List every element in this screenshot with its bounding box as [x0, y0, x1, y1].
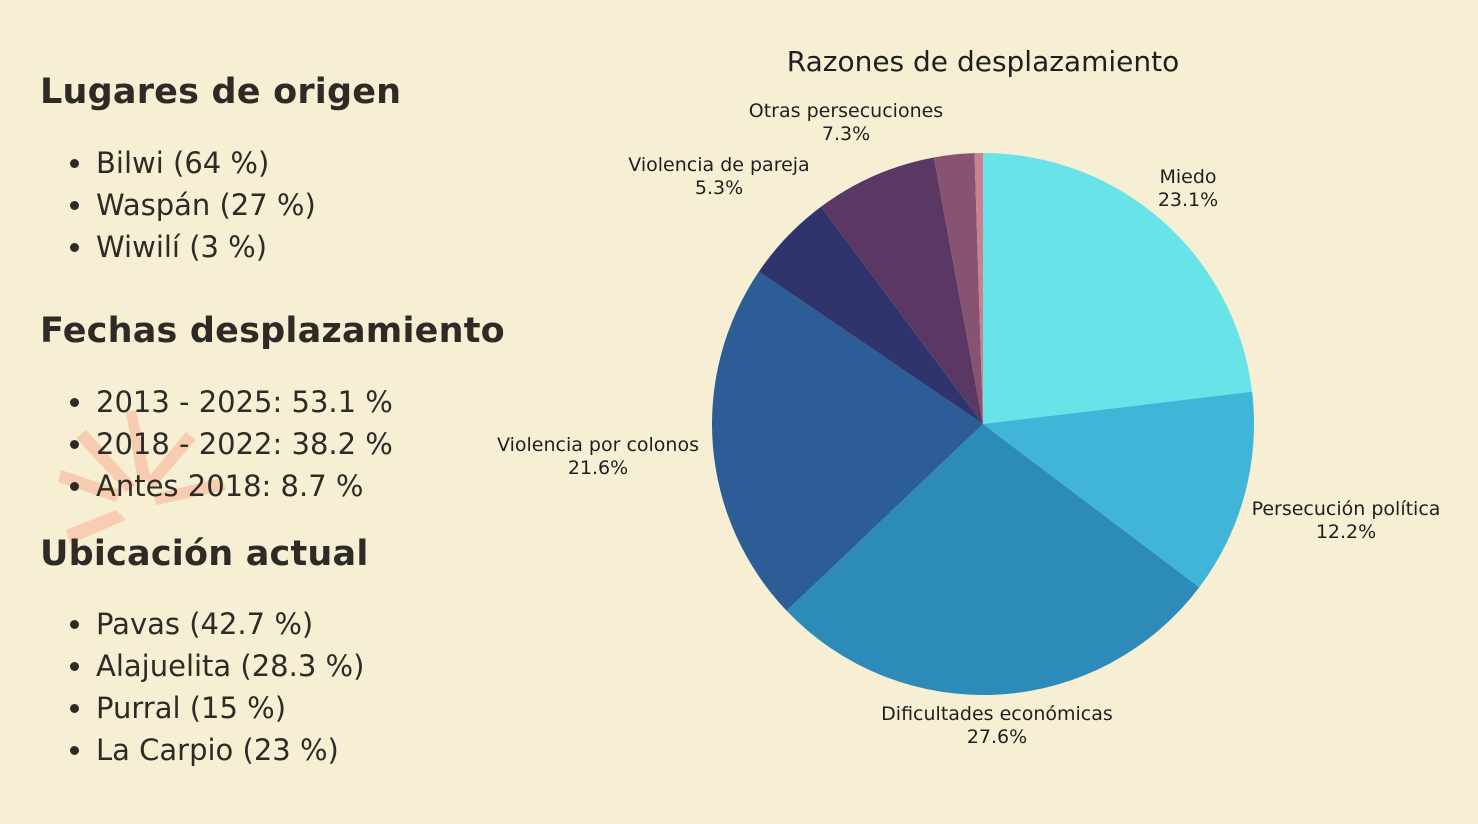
- slice-percent-label: 12.2%: [1316, 521, 1376, 543]
- left-panel: Lugares de origen Bilwi (64 %) Waspán (2…: [0, 0, 560, 824]
- slice-label: Dificultades económicas: [881, 703, 1113, 725]
- dates-list: 2013 - 2025: 53.1 % 2018 - 2022: 38.2 % …: [62, 381, 393, 507]
- list-item: La Carpio (23 %): [62, 729, 364, 771]
- slice-percent-label: 7.3%: [822, 123, 870, 145]
- slice-percent-label: 27.6%: [967, 726, 1027, 748]
- slice-percent-label: 5.3%: [695, 177, 743, 199]
- slice-label: Persecución política: [1252, 498, 1441, 520]
- pie-slices: [712, 153, 1254, 695]
- origin-title: Lugares de origen: [40, 72, 402, 112]
- slice-percent-label: 23.1%: [1158, 189, 1218, 211]
- pie-slice: [820, 157, 983, 425]
- chart-title: Razones de desplazamiento: [787, 45, 1179, 78]
- list-item: Bilwi (64 %): [62, 142, 316, 184]
- pie-slice: [983, 153, 1253, 424]
- list-item: Pavas (42.7 %): [62, 603, 364, 645]
- origin-list: Bilwi (64 %) Waspán (27 %) Wiwilí (3 %): [62, 142, 316, 268]
- list-item: 2018 - 2022: 38.2 %: [62, 423, 393, 465]
- pie-slice: [712, 271, 983, 611]
- slice-label: Otras persecuciones: [749, 100, 943, 122]
- location-list: Pavas (42.7 %) Alajuelita (28.3 %) Purra…: [62, 603, 364, 771]
- list-item: Purral (15 %): [62, 687, 364, 729]
- starburst-decoration: [58, 410, 226, 544]
- slice-label: Violencia de pareja: [628, 154, 809, 176]
- dates-title: Fechas desplazamiento: [40, 311, 505, 351]
- list-item: Wiwilí (3 %): [62, 226, 316, 268]
- list-item: Waspán (27 %): [62, 184, 316, 226]
- slice-label: Violencia por colonos: [497, 434, 699, 456]
- pie-slice: [983, 391, 1254, 588]
- slice-percent-label: 21.6%: [568, 457, 628, 479]
- pie-slice: [758, 206, 983, 424]
- slice-label: Miedo: [1159, 166, 1216, 188]
- location-title: Ubicación actual: [40, 534, 369, 574]
- pie-slice: [933, 153, 983, 424]
- list-item: Alajuelita (28.3 %): [62, 645, 364, 687]
- list-item: 2013 - 2025: 53.1 %: [62, 381, 393, 423]
- pie-slice: [786, 424, 1200, 695]
- pie-slice: [974, 153, 983, 424]
- list-item: Antes 2018: 8.7 %: [62, 465, 393, 507]
